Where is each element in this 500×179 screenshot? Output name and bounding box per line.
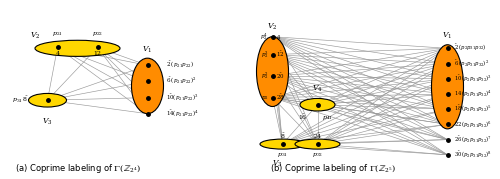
- Text: $\bar{12}$: $\bar{12}$: [276, 50, 285, 59]
- Text: $12$: $12$: [93, 49, 102, 57]
- Text: $\bar{26}\,(p_2p_{31}p_{32})^7$: $\bar{26}\,(p_2p_{31}p_{32})^7$: [454, 135, 492, 145]
- Text: $\bar{30}\,(p_2p_{31}p_{32})^8$: $\bar{30}\,(p_2p_{31}p_{32})^8$: [454, 150, 492, 160]
- Text: $V_2$: $V_2$: [30, 31, 40, 41]
- Text: $V_3$: $V_3$: [42, 116, 53, 127]
- Text: $V_3$: $V_3$: [272, 158, 283, 169]
- Text: (b) Coprime labeling of $\Gamma(\mathbb{Z}_{2^5})$: (b) Coprime labeling of $\Gamma(\mathbb{…: [270, 162, 396, 175]
- Text: $\bar{6}\;(p_2p_{31}p_{32})^2$: $\bar{6}\;(p_2p_{31}p_{32})^2$: [454, 59, 488, 69]
- Text: $\bar{8}$: $\bar{8}$: [280, 131, 285, 141]
- Text: $\bar{2}\;(p_2p_{31}p_{32})$: $\bar{2}\;(p_2p_{31}p_{32})$: [454, 43, 486, 53]
- Text: $\bar{6}\;(p_{21}p_{22})^2$: $\bar{6}\;(p_{21}p_{22})^2$: [166, 76, 197, 86]
- Text: $p_2^4$: $p_2^4$: [260, 31, 268, 42]
- Text: $V_2$: $V_2$: [268, 22, 278, 32]
- Text: $4$: $4$: [54, 49, 60, 57]
- Text: $\bar{10}\,(p_2p_{31}p_{32})^3$: $\bar{10}\,(p_2p_{31}p_{32})^3$: [454, 74, 492, 84]
- Text: $p_{31}\,\bar{8}$: $p_{31}\,\bar{8}$: [12, 95, 29, 105]
- Text: $22\,(p_2p_{31}p_{32})^6$: $22\,(p_2p_{31}p_{32})^6$: [454, 119, 492, 129]
- Ellipse shape: [260, 139, 305, 149]
- Ellipse shape: [295, 139, 340, 149]
- Text: (a) Coprime labeling of $\Gamma(\mathbb{Z}_{2^4})$: (a) Coprime labeling of $\Gamma(\mathbb{…: [14, 162, 140, 175]
- Text: $4$: $4$: [276, 33, 281, 41]
- Ellipse shape: [300, 98, 335, 111]
- Ellipse shape: [28, 93, 66, 107]
- Text: $p_2^3$: $p_2^3$: [260, 49, 268, 60]
- Text: $p_{41}$: $p_{41}$: [322, 114, 334, 122]
- Text: $\bar{14}(p_{21}p_{22})^4$: $\bar{14}(p_{21}p_{22})^4$: [166, 109, 200, 119]
- Text: $14\,(p_2p_{31}p_{32})^4$: $14\,(p_2p_{31}p_{32})^4$: [454, 89, 492, 99]
- Text: $\bar{20}$: $\bar{20}$: [276, 72, 285, 81]
- Text: $\bar{2}\;(p_{21}p_{22})$: $\bar{2}\;(p_{21}p_{22})$: [166, 60, 194, 70]
- Text: $p_2$: $p_2$: [261, 94, 268, 101]
- Text: $V_1$: $V_1$: [142, 44, 152, 55]
- Ellipse shape: [132, 58, 164, 114]
- Text: $V_1$: $V_1$: [442, 31, 452, 41]
- Text: $p_{21}$: $p_{21}$: [52, 30, 63, 38]
- Text: $\bar{24}$: $\bar{24}$: [312, 131, 322, 141]
- Text: $\bar{10}(p_{21}p_{22})^3$: $\bar{10}(p_{21}p_{22})^3$: [166, 93, 199, 103]
- Text: $p_{32}$: $p_{32}$: [312, 151, 323, 159]
- Text: $V_4$: $V_4$: [312, 84, 323, 94]
- Text: $p_{22}$: $p_{22}$: [92, 30, 103, 38]
- Ellipse shape: [432, 45, 464, 129]
- Text: $p_{31}$: $p_{31}$: [277, 151, 288, 159]
- Text: $p_2^2$: $p_2^2$: [260, 71, 268, 81]
- Text: $\bar{28}$: $\bar{28}$: [276, 93, 285, 102]
- Ellipse shape: [256, 37, 288, 107]
- Text: $\bar{18}\,(p_2p_{31}p_{32})^5$: $\bar{18}\,(p_2p_{31}p_{32})^5$: [454, 104, 492, 114]
- Ellipse shape: [35, 40, 120, 56]
- Text: $\bar{16}$: $\bar{16}$: [298, 113, 308, 122]
